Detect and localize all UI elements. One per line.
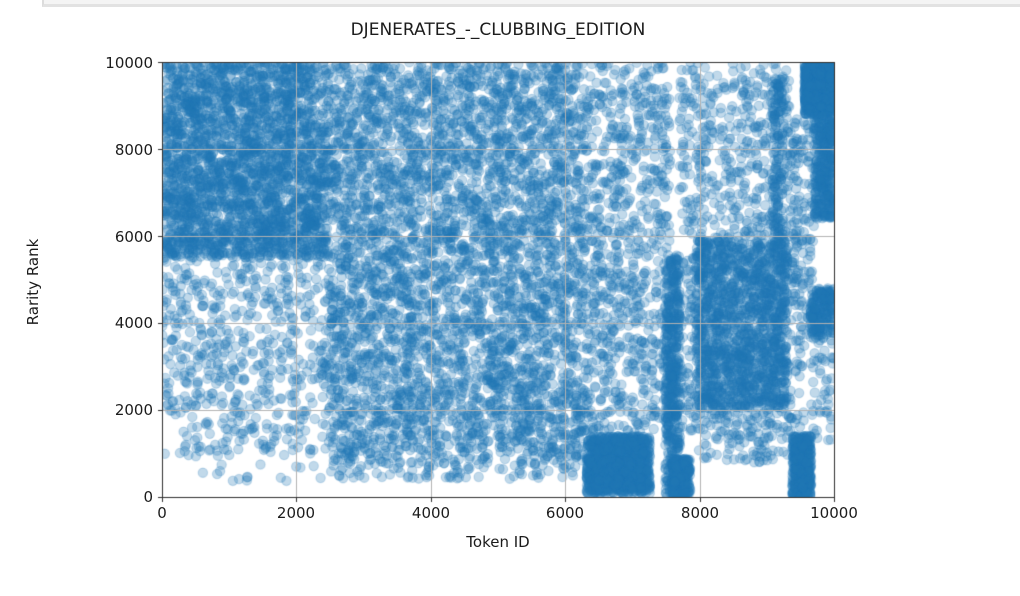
y-axis-label: Rarity Rank — [24, 238, 42, 326]
x-tick-label-2000: 2000 — [276, 504, 316, 522]
x-tick-label-6000: 6000 — [545, 504, 585, 522]
y-tick-label-6000: 6000 — [114, 228, 153, 246]
x-axis-label: Token ID — [466, 533, 530, 551]
x-tick-label-8000: 8000 — [680, 504, 720, 522]
y-tick-label-4000: 4000 — [114, 314, 153, 332]
y-tick-label-2000: 2000 — [114, 401, 153, 419]
x-tick-label-0: 0 — [157, 504, 167, 522]
y-tick-label-10000: 10000 — [105, 54, 153, 72]
y-tick-label-8000: 8000 — [114, 141, 153, 159]
x-tick-label-4000: 4000 — [411, 504, 451, 522]
y-tick-label-0: 0 — [143, 488, 153, 506]
x-tick-label-10000: 10000 — [810, 504, 858, 522]
